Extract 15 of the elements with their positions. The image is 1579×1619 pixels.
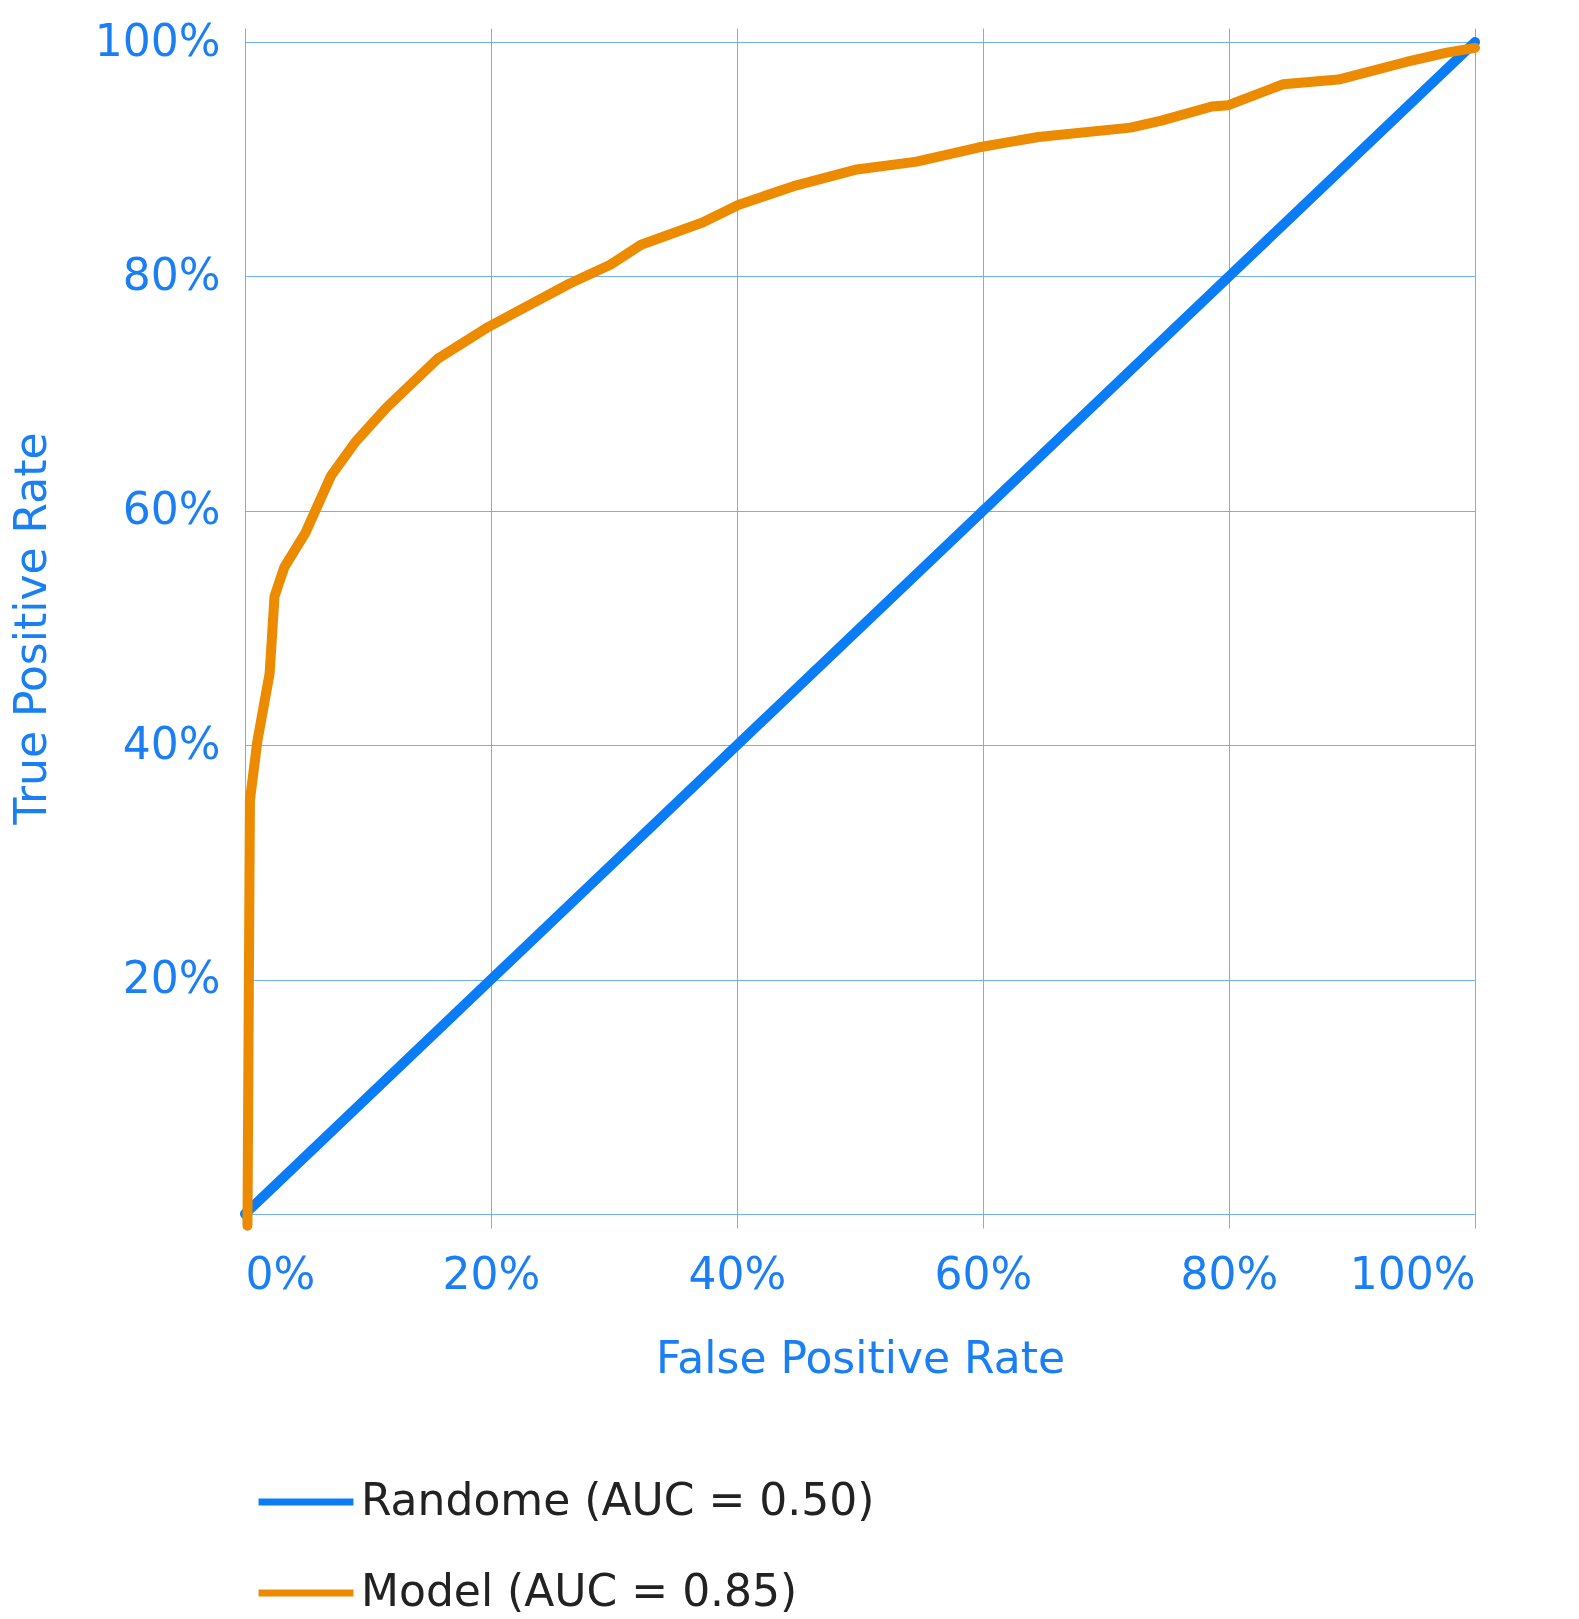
y-tick-label: 100% [94,14,221,66]
x-axis-title: False Positive Rate [656,1331,1065,1383]
x-tick-label: 40% [688,1247,787,1299]
x-tick-label: 20% [442,1247,541,1299]
y-tick-label: 40% [122,717,221,769]
legend-label: Randome (AUC = 0.50) [361,1474,875,1525]
x-tick-label: 80% [1180,1247,1279,1299]
legend-label: Model (AUC = 0.85) [361,1565,798,1616]
y-tick-label: 60% [122,483,221,535]
x-tick-label: 0% [245,1247,316,1299]
x-tick-label: 100% [1349,1247,1476,1299]
y-tick-label: 20% [122,952,221,1004]
y-tick-label: 80% [122,248,221,300]
x-tick-label: 60% [934,1247,1033,1299]
y-axis-title: True Positive Rate [4,432,56,826]
